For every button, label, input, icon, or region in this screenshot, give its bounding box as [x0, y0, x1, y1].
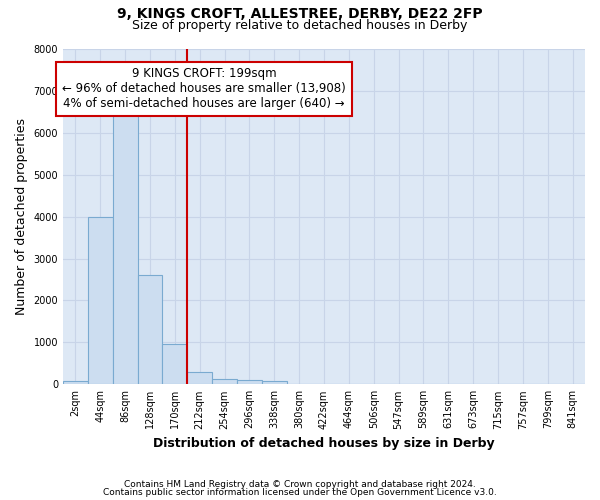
Text: Size of property relative to detached houses in Derby: Size of property relative to detached ho…: [133, 19, 467, 32]
Bar: [187, 372, 212, 384]
Text: Contains public sector information licensed under the Open Government Licence v3: Contains public sector information licen…: [103, 488, 497, 497]
Bar: [262, 381, 287, 384]
Text: 9 KINGS CROFT: 199sqm
← 96% of detached houses are smaller (13,908)
4% of semi-d: 9 KINGS CROFT: 199sqm ← 96% of detached …: [62, 68, 346, 110]
Y-axis label: Number of detached properties: Number of detached properties: [15, 118, 28, 315]
Bar: [88, 216, 113, 384]
Bar: [137, 276, 163, 384]
X-axis label: Distribution of detached houses by size in Derby: Distribution of detached houses by size …: [153, 437, 495, 450]
Text: 9, KINGS CROFT, ALLESTREE, DERBY, DE22 2FP: 9, KINGS CROFT, ALLESTREE, DERBY, DE22 2…: [117, 8, 483, 22]
Bar: [163, 344, 187, 385]
Text: Contains HM Land Registry data © Crown copyright and database right 2024.: Contains HM Land Registry data © Crown c…: [124, 480, 476, 489]
Bar: [113, 110, 137, 384]
Bar: [63, 381, 88, 384]
Bar: [237, 380, 262, 384]
Bar: [212, 380, 237, 384]
